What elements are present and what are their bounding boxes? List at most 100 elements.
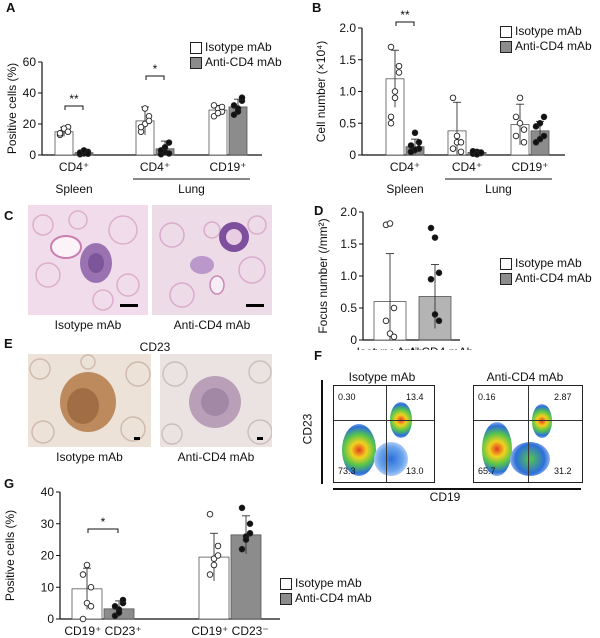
y-tick-label: 1.5	[339, 53, 356, 67]
data-point	[246, 530, 254, 537]
legend-label-isotype: Isotype mAb	[515, 24, 582, 38]
micrograph-e-anti-cd4	[160, 354, 272, 447]
data-point	[84, 150, 92, 158]
chart-d: 0 0.5 1.0 1.5 2.0 Focus number (/mm²) Isotype …	[316, 205, 474, 350]
legend-b: Isotype mAb Anti-CD4 mAb	[500, 24, 592, 54]
x-tick-label: CD4⁺	[452, 160, 482, 174]
caption-e-isotype: Isotype mAb	[56, 450, 123, 464]
group-label: Lung	[178, 182, 205, 196]
data-point	[230, 102, 238, 109]
micrograph-e-isotype	[28, 354, 151, 447]
data-point	[214, 109, 222, 117]
y-axis-label: Focus number (/mm²)	[316, 218, 330, 333]
data-point	[119, 596, 127, 604]
data-point	[391, 94, 399, 102]
data-point	[56, 130, 64, 137]
significance-bracket	[87, 528, 119, 533]
data-point	[391, 88, 399, 95]
y-tick-label: 0.5	[339, 116, 356, 130]
flow-quadrant-lr: 13.0	[406, 466, 424, 476]
caption-c-anti-cd4: Anti-CD4 mAb	[173, 318, 251, 332]
significance-bracket	[64, 105, 84, 110]
x-tick-label: CD19⁺	[511, 160, 548, 174]
group-label: Lung	[485, 182, 512, 196]
data-point	[79, 615, 87, 623]
data-point	[238, 504, 246, 512]
data-point	[477, 149, 485, 156]
data-point	[87, 603, 95, 610]
flow-title-isotype: Isotype mAb	[348, 370, 416, 384]
data-point	[390, 333, 398, 341]
y-tick-label: 0	[350, 333, 357, 347]
data-point	[87, 583, 95, 591]
data-point	[141, 105, 149, 112]
legend-swatch-isotype	[280, 577, 292, 590]
data-point	[435, 269, 443, 277]
panel-label-g: G	[4, 476, 15, 491]
flow-quadrant-ur: 13.4	[406, 392, 424, 402]
chart-g: 0 10 20 30 40 Positive cells (%) CD19⁺ CD23⁺ CD…	[3, 485, 280, 638]
legend-label-anti-cd4: Anti-CD4 mAb	[515, 39, 592, 53]
data-point	[238, 545, 246, 553]
data-point	[457, 148, 465, 156]
y-tick-label: 30	[41, 517, 55, 531]
flow-gate-horizontal	[334, 420, 434, 421]
group-label: Spleen	[386, 182, 423, 196]
data-point	[161, 143, 169, 151]
flow-population-blob	[532, 404, 552, 438]
legend-label-isotype: Isotype mAb	[295, 576, 362, 590]
data-point	[242, 536, 250, 543]
chart-b: 0 0.5 1.0 1.5 2.0 Cell number (×10⁴) CD4⁺ CD4⁺ C…	[314, 10, 565, 196]
flow-y-axis-label: CD23	[300, 413, 315, 445]
data-point	[111, 603, 119, 610]
flow-quadrant-ul: 0.30	[338, 392, 356, 402]
x-tick-label: CD4⁺	[390, 160, 420, 174]
data-point	[516, 119, 524, 127]
data-point	[407, 142, 415, 149]
x-tick-label: Isotype mAb	[357, 345, 424, 350]
data-point	[387, 113, 395, 121]
micrograph-c-anti-cd4	[152, 205, 272, 315]
group-label: Spleen	[55, 182, 92, 196]
panel-label-c: C	[4, 208, 14, 223]
flow-population-blob	[482, 422, 512, 476]
data-point	[540, 113, 548, 121]
significance-bracket	[145, 75, 165, 80]
legend-swatch-isotype	[500, 257, 512, 270]
significance-label: **	[400, 10, 410, 22]
data-point	[390, 304, 398, 312]
legend-swatch-anti-cd4	[500, 40, 512, 53]
legend-swatch-anti-cd4	[190, 56, 202, 69]
x-tick-label: CD19⁺	[209, 160, 246, 174]
panel-label-f: F	[314, 348, 322, 363]
legend-label-isotype: Isotype mAb	[515, 256, 582, 270]
panel-label-b: B	[312, 0, 322, 15]
data-point	[234, 108, 242, 115]
data-point	[516, 94, 524, 102]
y-tick-label: 40	[23, 86, 37, 100]
data-point	[214, 552, 222, 559]
flow-population-blob	[510, 442, 550, 476]
x-tick-label: CD19⁺ CD23⁻	[191, 624, 268, 638]
panel-label-e: E	[4, 336, 13, 351]
x-tick-label: CD4⁺	[140, 160, 170, 174]
flow-x-axis-line	[333, 488, 581, 490]
y-tick-label: 0	[349, 148, 356, 162]
data-point	[415, 139, 423, 146]
y-tick-label: 2.0	[339, 21, 356, 35]
data-point	[407, 148, 415, 156]
data-point	[395, 69, 403, 76]
y-tick-label: 40	[41, 485, 55, 499]
data-point	[137, 123, 145, 131]
data-point	[64, 128, 72, 135]
y-tick-label: 20	[41, 549, 55, 563]
data-point	[512, 113, 520, 121]
data-point	[427, 275, 435, 283]
flow-quadrant-ll: 73.3	[338, 466, 356, 476]
data-point	[536, 135, 544, 143]
y-tick-label: 1.0	[339, 85, 356, 99]
data-point	[395, 62, 403, 70]
flow-quadrant-lr: 31.2	[554, 466, 572, 476]
y-tick-label: 2.0	[340, 205, 357, 219]
panel-e-title: CD23	[139, 340, 171, 354]
